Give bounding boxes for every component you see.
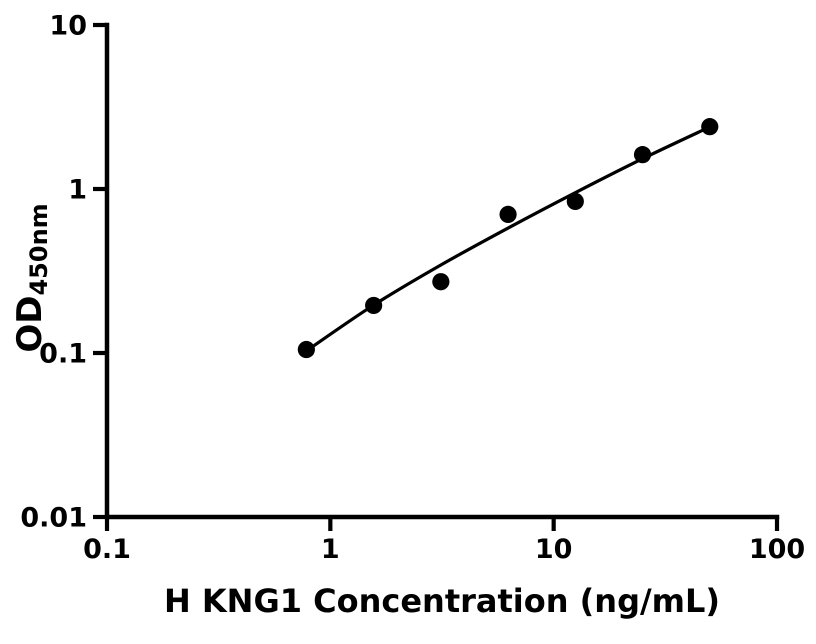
x-tick-label: 100 — [749, 534, 805, 565]
x-tick-label: 1 — [321, 534, 340, 565]
x-axis-tick-labels: 0.1 1 10 100 — [83, 534, 805, 565]
y-tick-label: 0.01 — [20, 503, 87, 534]
y-axis-title-subscript: 450nm — [25, 203, 53, 295]
x-axis-title: H KNG1 Concentration (ng/mL) — [164, 582, 720, 620]
y-axis-title: OD450nm — [10, 203, 53, 352]
y-tick-label: 10 — [49, 11, 87, 42]
y-tick-label: 1 — [68, 175, 87, 206]
data-point-markers — [297, 118, 719, 359]
x-tick-label: 10 — [535, 534, 573, 565]
fitted-curve-line — [305, 125, 711, 353]
data-point — [365, 296, 383, 315]
x-axis-tick-marks — [104, 517, 780, 531]
y-axis-title-main: OD — [10, 296, 50, 353]
data-point — [297, 340, 315, 359]
y-axis-tick-labels: 0.01 0.1 1 10 — [20, 11, 87, 534]
data-point — [566, 192, 584, 211]
y-axis-tick-marks — [93, 22, 107, 520]
data-point — [499, 205, 517, 224]
axes-spines — [104, 22, 780, 520]
x-tick-label: 0.1 — [83, 534, 131, 565]
y-tick-label: 0.1 — [39, 339, 87, 370]
data-point — [701, 118, 719, 136]
data-point — [633, 146, 652, 164]
data-point — [432, 273, 450, 291]
